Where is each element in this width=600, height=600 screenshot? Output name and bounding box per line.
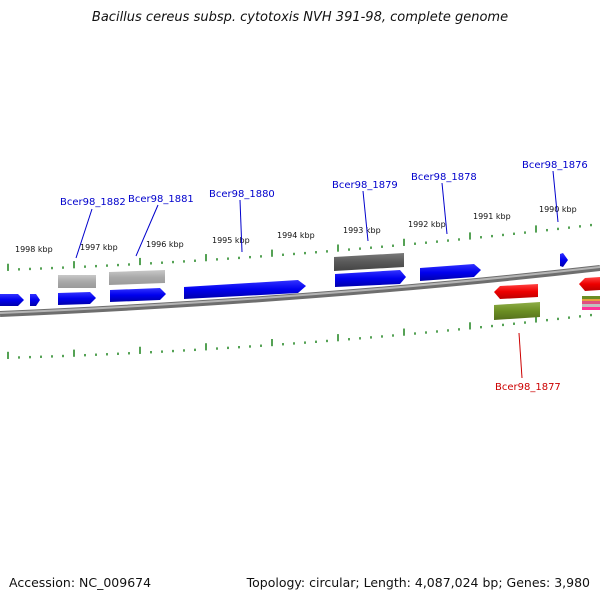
leader-lines [75,170,559,379]
stripe-green [582,296,600,299]
gene-arrow-bcer98-1882[interactable] [58,292,96,305]
tick-label-1995: 1995 kbp [212,236,250,245]
dark-gene-bcer98-1879[interactable] [334,253,404,271]
gene-arrow-bcer98-1876[interactable] [560,253,568,267]
stripe-gray [582,304,600,307]
genome-summary-text: Topology: circular; Length: 4,087,024 bp… [246,575,590,590]
gene-arrow-bcer98-1877[interactable] [494,284,538,299]
stripe-magenta [582,307,600,310]
gene-arrow-red-edge[interactable] [579,277,600,291]
gray-features [58,253,404,288]
inner-tick-ring [7,313,592,359]
gene-labels: Bcer98_1882 Bcer98_1881 Bcer98_1880 Bcer… [60,160,588,393]
leader-bcer98-1881 [135,204,159,257]
gene-label-bcer98-1877[interactable]: Bcer98_1877 [495,382,561,393]
gene-arrow-bcer98-1879[interactable] [335,270,406,287]
leader-bcer98-1879 [362,190,369,242]
forward-cds-features [0,253,568,306]
tick-label-1998: 1998 kbp [15,245,53,254]
leader-bcer98-1882 [75,208,93,259]
leader-bcer98-1877 [518,332,523,379]
gene-arrow-bcer98-1880[interactable] [184,280,306,299]
backbone [0,265,600,317]
leader-bcer98-1880 [239,199,243,253]
leader-bcer98-1878 [441,182,448,235]
olive-gene-bcer98-1877[interactable] [494,302,540,320]
outer-tick-ring [7,223,592,271]
reverse-features [494,277,600,320]
stripe-pink [582,301,600,304]
gene-label-bcer98-1876[interactable]: Bcer98_1876 [522,160,588,171]
tick-label-1990: 1990 kbp [539,205,577,214]
accession-text: Accession: NC_009674 [9,575,152,590]
gene-arrow[interactable] [30,294,40,306]
tick-label-1991: 1991 kbp [473,212,511,221]
gene-label-bcer98-1878[interactable]: Bcer98_1878 [411,172,477,183]
tick-labels: 1998 kbp 1997 kbp 1996 kbp 1995 kbp 1994… [15,205,577,254]
gene-label-bcer98-1881[interactable]: Bcer98_1881 [128,194,194,205]
tick-label-1993: 1993 kbp [343,226,381,235]
pseudo-gene-bcer98-1881[interactable] [109,270,165,285]
gene-arrow[interactable] [0,294,24,306]
tick-label-1994: 1994 kbp [277,231,315,240]
gene-arrow-bcer98-1878[interactable] [420,264,481,281]
leader-bcer98-1876 [552,170,559,223]
tick-label-1996: 1996 kbp [146,240,184,249]
tick-label-1992: 1992 kbp [408,220,446,229]
gene-label-bcer98-1879[interactable]: Bcer98_1879 [332,180,398,191]
pseudo-gene-bcer98-1882[interactable] [58,275,96,288]
tick-label-1997: 1997 kbp [80,243,118,252]
stripe-orange [582,299,600,301]
gene-label-bcer98-1882[interactable]: Bcer98_1882 [60,197,126,208]
gene-label-bcer98-1880[interactable]: Bcer98_1880 [209,189,275,200]
gene-arrow-bcer98-1881[interactable] [110,288,166,302]
map-title: Bacillus cereus subsp. cytotoxis NVH 391… [91,10,509,25]
